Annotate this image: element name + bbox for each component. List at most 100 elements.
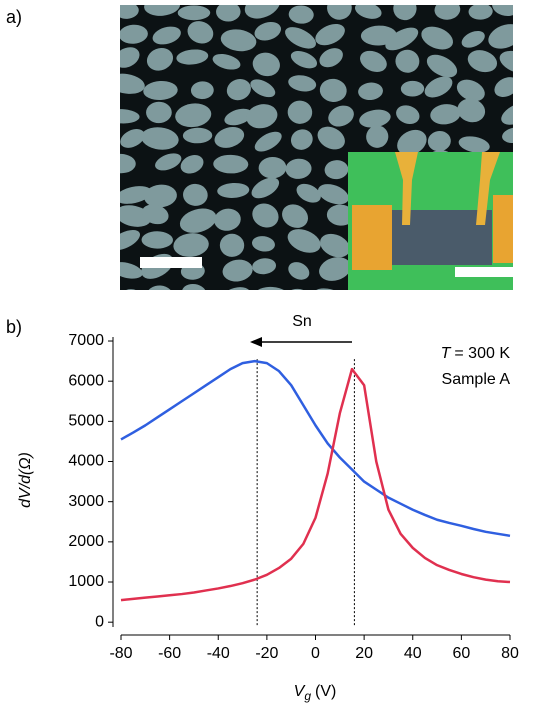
grain [141,204,169,225]
grain [360,50,387,72]
grain [494,77,513,97]
grain [319,78,347,102]
grain [395,49,420,73]
x-tick-label: -20 [255,645,278,662]
grain [146,101,172,124]
grain [326,204,355,226]
sample-label: Sample A [442,371,511,388]
grain [461,30,485,48]
grain [287,229,321,253]
electrode [352,205,392,270]
scale-bar [455,267,523,277]
grain [179,208,217,233]
grain [358,82,383,101]
grain [288,75,317,92]
grain [397,129,427,156]
grain [252,236,275,252]
temperature-label: T = 300 K [441,345,511,362]
x-tick-label: -40 [207,645,230,662]
grain [296,183,321,203]
scale-bar [140,257,202,268]
grain [120,229,141,251]
series-line [120,367,511,602]
grain [254,21,282,41]
grain [258,157,287,179]
grain [427,130,451,152]
grain [187,21,214,44]
x-tick-label: 20 [355,645,373,662]
grain [488,24,513,49]
grain [251,177,280,199]
grain [175,103,212,128]
grain [287,100,313,124]
x-tick-label: -60 [158,645,181,662]
series-line [120,359,511,538]
grain [317,184,349,205]
electrode [493,195,513,263]
grain [288,262,310,280]
grain [182,127,213,144]
y-tick-label: 4000 [68,453,104,470]
grain [141,127,179,150]
grain [155,153,182,171]
grain [146,47,174,71]
grain [252,258,277,275]
grain [492,5,513,16]
x-label-subscript: g [304,689,311,703]
grain [252,203,279,228]
grain [216,5,241,22]
grain [396,105,420,125]
grain [366,125,389,148]
y-tick-label: 2000 [68,533,104,550]
grain [285,27,316,49]
x-tick-label: 80 [501,645,519,662]
grain [120,73,145,94]
grain [144,5,181,16]
grain [222,259,253,282]
grain [220,29,257,52]
grain [359,109,391,128]
grain [393,5,417,21]
grain [324,160,349,180]
y-axis-label: dV/d(Ω) [17,452,34,508]
grain [120,109,140,124]
grain [224,108,253,126]
grain [456,79,485,102]
grain [290,50,318,69]
x-label-symbol: V [294,683,306,700]
grain [177,5,211,21]
grain [120,5,139,19]
grain [250,79,276,98]
grain [354,5,382,19]
grain [246,104,278,129]
x-tick-label: 60 [452,645,470,662]
grain [315,23,345,46]
grain [501,102,513,125]
grain [284,288,311,290]
arrow-label: Sn [292,313,312,330]
grain [214,208,241,231]
lead [476,152,500,225]
grain [143,80,178,101]
grain [457,98,486,123]
grain [244,5,281,19]
y-tick-label: 1000 [68,573,104,590]
grain [319,257,351,281]
grain [434,5,461,20]
grain [424,76,453,98]
grain [183,183,208,206]
grain [252,52,280,77]
y-tick-label: 3000 [68,493,104,510]
arrowhead [250,337,262,347]
grain [213,154,249,174]
grain [285,158,312,179]
x-axis-label: Vg (V) [294,683,337,703]
grain [120,47,140,68]
grain [319,48,343,68]
grain [254,131,282,152]
grain [120,262,143,279]
y-tick-label: 5000 [68,413,104,430]
grain [282,204,309,228]
grain [219,233,245,257]
